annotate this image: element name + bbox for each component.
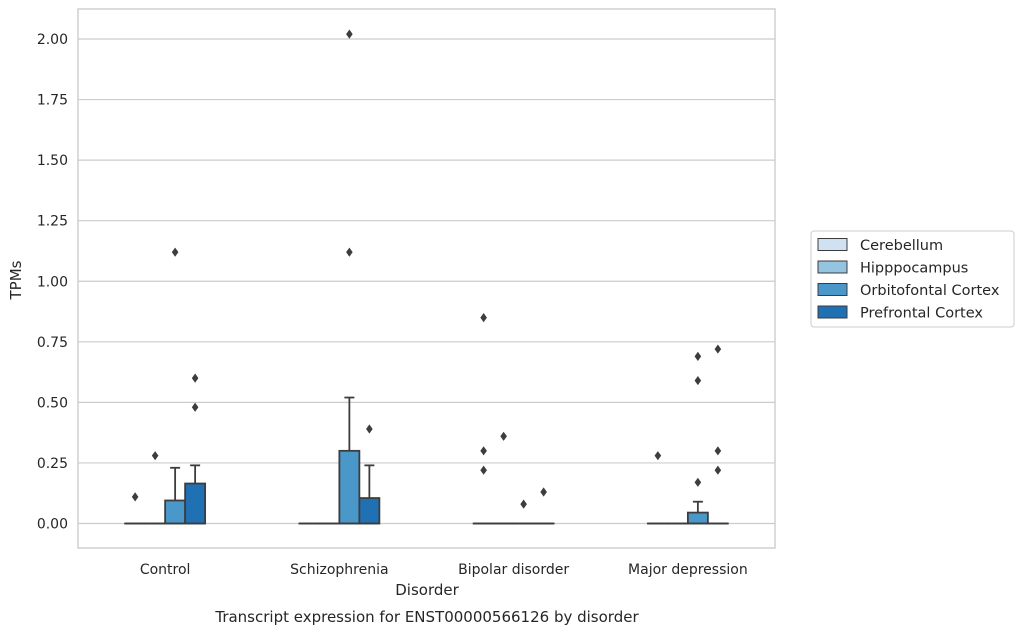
legend-label: Prefrontal Cortex	[860, 306, 983, 322]
box	[184, 482, 207, 525]
outlier-point	[151, 451, 159, 461]
outlier-point	[540, 487, 547, 497]
box	[686, 511, 709, 525]
x-axis-label: Disorder	[395, 581, 459, 599]
legend-swatch	[817, 305, 848, 319]
y-tick-label: 1.00	[37, 274, 68, 290]
outliers	[131, 29, 722, 509]
grid-lines	[78, 38, 775, 525]
outlier-point	[346, 247, 353, 257]
legend-swatch	[817, 238, 848, 251]
boxes	[124, 396, 729, 525]
legend-label: Orbitofontal Cortex	[860, 283, 1000, 299]
y-axis-label: TPMs	[7, 260, 25, 300]
outlier-point	[520, 499, 527, 509]
outlier-point	[694, 375, 702, 386]
y-tick-label: 0.00	[37, 517, 68, 533]
outlier-point	[714, 344, 722, 354]
outlier-point	[500, 431, 507, 441]
y-tick-label: 1.75	[37, 93, 68, 109]
y-tick-label: 2.00	[37, 32, 68, 48]
outlier-point	[191, 402, 199, 412]
y-tick-label: 1.25	[37, 214, 68, 230]
box	[164, 499, 187, 525]
legend-swatch	[817, 283, 848, 296]
y-tick-label: 0.25	[37, 456, 68, 472]
x-tick-label: Major depression	[628, 562, 748, 578]
outlier-point	[654, 451, 662, 461]
y-tick-labels: 0.00 0.25 0.50 0.75 1.00 1.25 1.50 1.75 2.00	[37, 32, 68, 533]
box	[338, 449, 361, 525]
y-tick-label: 0.75	[37, 335, 68, 351]
outlier-point	[714, 446, 722, 456]
x-tick-label: Schizophrenia	[290, 562, 388, 578]
y-tick-label: 1.50	[37, 153, 68, 169]
outlier-point	[714, 465, 722, 475]
plot-background	[78, 9, 775, 548]
outlier-point	[346, 29, 353, 39]
plot-frame	[77, 8, 776, 549]
legend-frame	[810, 230, 1015, 328]
x-tick-label: Control	[140, 562, 191, 578]
outlier-point	[480, 465, 487, 475]
chart-caption: Transcript expression for ENST0000056612…	[214, 608, 639, 626]
x-tick-labels: Control Schizophrenia Bipolar disorder Majo…	[140, 562, 748, 578]
outlier-point	[131, 492, 139, 502]
legend-swatch	[817, 260, 848, 274]
box	[358, 497, 381, 525]
x-tick-label: Bipolar disorder	[458, 562, 569, 578]
outlier-point	[694, 477, 702, 487]
legend-label: Cerebellum	[860, 238, 943, 254]
y-tick-label: 0.50	[37, 395, 68, 411]
outlier-point	[366, 424, 373, 434]
outlier-point	[480, 312, 487, 323]
outlier-point	[480, 446, 487, 456]
legend: Cerebellum Hipppocampus Orbitofontal Corte…	[810, 230, 1015, 328]
legend-label: Hipppocampus	[860, 261, 968, 277]
outlier-point	[694, 351, 702, 361]
outlier-point	[191, 373, 199, 383]
outlier-point	[171, 247, 179, 257]
